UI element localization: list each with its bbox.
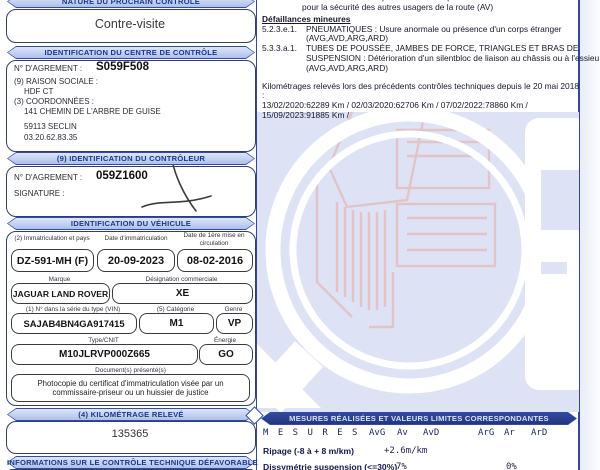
- date-circulation-value-box: 08-02-2016: [177, 249, 253, 272]
- infos-header-bar: INFORMATIONS SUR LE CONTRÔLE TECHNIQUE D…: [7, 456, 259, 469]
- nature-header-bar: NATURE DU PROCHAIN CONTRÔLE: [7, 0, 255, 8]
- controleur-box: [6, 166, 256, 217]
- centre-box: [6, 60, 256, 152]
- col-arg: ArG: [478, 428, 495, 438]
- defect-item: 5.3.3.a.1. TUBES DE POUSSÉE, JAMBES DE FO…: [262, 43, 600, 73]
- controleur-agrement-value: 059Z1600: [96, 170, 148, 182]
- nature-box: [6, 9, 256, 43]
- dissymetrie-rear-value: 0%: [506, 462, 517, 470]
- controleur-header-label: (9) IDENTIFICATION DU CONTRÔLEUR: [56, 154, 206, 163]
- controleur-agrement-label: N° D'AGREMENT :: [14, 173, 83, 182]
- measures-row-title: M E S U R E S: [263, 428, 360, 438]
- col-avg: AvG: [369, 428, 386, 438]
- centre-header-bar: IDENTIFICATION DU CENTRE DE CONTRÔLE: [7, 46, 255, 59]
- coordonnees-label: (3) COORDONNÉES :: [14, 97, 95, 106]
- measures-header-bar: MESURES RÉALISÉES ET VALEURS LIMITES COR…: [261, 412, 577, 425]
- date-immat-label: Date d'immatriculation: [104, 235, 168, 242]
- stamp-watermark-zone: [257, 112, 579, 412]
- next-control-type: Contre-visite: [94, 17, 166, 31]
- bar-shape: [8, 409, 254, 420]
- measures-header-label: MESURES RÉALISÉES ET VALEURS LIMITES COR…: [289, 414, 549, 423]
- kilometrage-header-label: (4) KILOMÉTRAGE RELEVÉ: [78, 410, 184, 419]
- vehicule-header-label: IDENTIFICATION DU VÉHICULE: [70, 219, 192, 228]
- page-right-margin: [580, 0, 600, 470]
- defect-description: TUBES DE POUSSÉE, JAMBES DE FORCE, TRIAN…: [306, 43, 600, 73]
- defect-code: 5.3.3.a.1.: [262, 43, 297, 54]
- marque-label: Marque: [48, 276, 71, 283]
- dissymetrie-row-label: Dissymétrie suspension (<=30%): [263, 462, 398, 470]
- type-cnit-value-box: M10JLRVP000Z665: [11, 344, 198, 365]
- defects-panel: présentant un risque pour la sécurité de…: [256, 0, 599, 470]
- col-ard: ArD: [531, 428, 548, 438]
- genre-value-box: VP: [216, 313, 253, 334]
- ripage-value: +2.6m/km: [384, 446, 428, 456]
- marque-value-box: JAGUAR LAND ROVER: [11, 283, 110, 304]
- dissymetrie-front-value: 7%: [396, 462, 407, 470]
- centre-address: 141 CHEMIN DE L'ARBRE DE GUISE: [24, 107, 161, 116]
- mileage-history-line: 13/02/2020:62289 Km / 02/03/2020:62706 K…: [262, 100, 528, 111]
- genre-label: Genre: [224, 306, 243, 313]
- date-circulation-label: Date de 1ère mise en circulation: [183, 232, 245, 247]
- infos-header-label: INFORMATIONS SUR LE CONTRÔLE TECHNIQUE D…: [7, 458, 259, 467]
- date-immat-value-box: 20-09-2023: [97, 249, 175, 272]
- type-cnit-label: Type/CNIT: [88, 337, 119, 344]
- centre-agrement-label: N° D'AGREMENT :: [14, 64, 83, 73]
- defects-text-block: présentant un risque pour la sécurité de…: [262, 0, 599, 121]
- centre-header-label: IDENTIFICATION DU CENTRE DE CONTRÔLE: [44, 48, 218, 57]
- bar-shape: [8, 218, 254, 229]
- col-avd: AvD: [423, 428, 440, 438]
- vin-label: (1) N° dans la série du type (VIN): [25, 306, 121, 313]
- vin-value-box: SAJAB4BN4GA917415: [11, 313, 137, 334]
- raison-sociale-label: (9) RAISON SOCIALE :: [14, 77, 99, 86]
- clipped-top-line: présentant un risque: [262, 0, 574, 3]
- documents-value-box: Photocopie du certificat d'immatriculati…: [11, 374, 250, 402]
- raison-sociale-value: HDF CT: [24, 87, 54, 96]
- bar-shape: [8, 457, 254, 468]
- documents-label: Document(s) présenté(s): [95, 367, 166, 374]
- centre-city: 59113 SECLIN: [24, 122, 77, 131]
- magnifier-car-watermark-icon: [257, 112, 579, 412]
- kilometrage-box: [6, 421, 256, 454]
- ripage-row-label: Ripage (-8 à + 8 m/km): [263, 446, 354, 456]
- bar-shape: [8, 153, 254, 164]
- energie-label: Énergie: [213, 337, 237, 344]
- designation-value-box: XE: [112, 283, 253, 304]
- controleur-header-bar: (9) IDENTIFICATION DU CONTRÔLEUR: [7, 152, 255, 165]
- mileage-intro-line: Kilométrages relevés lors des précédents…: [262, 80, 580, 101]
- kilometrage-value: 135365: [111, 428, 149, 440]
- immat-label: (2) Immatriculation et pays: [14, 235, 90, 242]
- defect-item: 5.2.3.e.1. PNEUMATIQUES : Usure anormale …: [262, 23, 600, 45]
- centre-phone: 03.20.62.83.35: [24, 133, 78, 142]
- mileage-history-line: 15/09/2023:91885 Km /: [262, 109, 350, 120]
- bar-shape: [8, 0, 254, 7]
- col-av: Av: [397, 428, 408, 438]
- vehicule-header-bar: IDENTIFICATION DU VÉHICULE: [7, 217, 255, 230]
- col-ar: Ar: [504, 428, 515, 438]
- defect-description: PNEUMATIQUES : Usure anormale ou présenc…: [306, 23, 562, 44]
- designation-label: Désignation commerciale: [145, 276, 218, 283]
- defect-continuation-line: pour la sécurité des autres usagers de l…: [302, 2, 494, 12]
- previous-mileage-block: Kilométrages relevés lors des précédents…: [262, 80, 580, 121]
- kilometrage-header-bar: (4) KILOMÉTRAGE RELEVÉ: [7, 408, 255, 421]
- centre-agrement-value: S059F508: [96, 61, 150, 73]
- nature-header-label: NATURE DU PROCHAIN CONTRÔLE: [61, 0, 201, 6]
- immat-value-box: DZ-591-MH (F): [11, 249, 94, 272]
- minor-defects-title: Défaillances mineures: [262, 13, 351, 24]
- defect-code: 5.2.3.e.1.: [262, 23, 297, 34]
- signature-label: SIGNATURE :: [14, 189, 65, 198]
- categorie-value-box: M1: [139, 313, 214, 334]
- bar-shape: [262, 413, 576, 424]
- bar-shape: [8, 47, 254, 58]
- energie-value-box: GO: [199, 344, 253, 365]
